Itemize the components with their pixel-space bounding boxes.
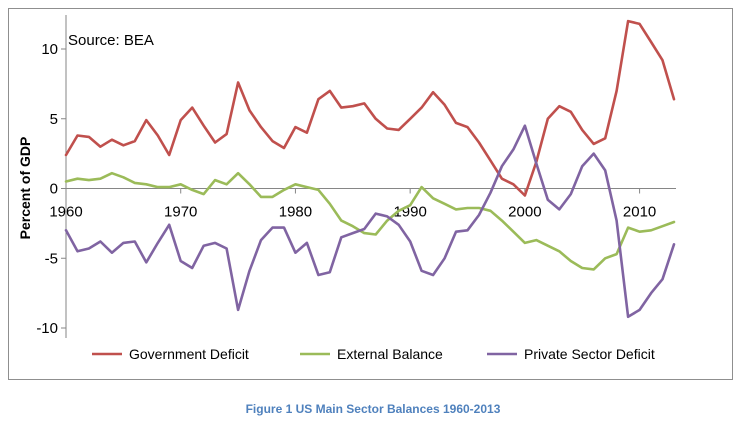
series-layer [64, 19, 676, 319]
figure-caption: Figure 1 US Main Sector Balances 1960-20… [245, 402, 501, 416]
x-tick-label: 1960 [49, 204, 82, 221]
series-line-private-sector-deficit [64, 124, 676, 319]
series-line-government-deficit [64, 19, 676, 197]
source-annotation: Source: BEA [68, 32, 154, 49]
legend-label-private-sector-deficit: Private Sector Deficit [524, 346, 655, 362]
x-tick-label: 1990 [393, 204, 426, 221]
y-tick-label: 0 [50, 181, 58, 198]
y-tick-label: -10 [36, 320, 58, 337]
x-tick-label: 1970 [164, 204, 197, 221]
x-tick-label: 2000 [508, 204, 541, 221]
labels-layer: Source: BEA Percent of GDP [17, 32, 154, 239]
y-axis-title: Percent of GDP [17, 137, 33, 240]
legend-label-external-balance: External Balance [337, 346, 443, 362]
x-tick-label: 2010 [623, 204, 656, 221]
x-tick-label: 1980 [279, 204, 312, 221]
y-tick-label: 10 [41, 41, 58, 58]
legend-label-government-deficit: Government Deficit [129, 346, 249, 362]
y-tick-label: 5 [50, 111, 58, 128]
axes-layer: 10 5 0 -5 -10 1960 1970 1980 1990 2000 2010 [36, 15, 676, 338]
chart-frame [8, 8, 733, 380]
series-line-external-balance [64, 171, 676, 271]
y-tick-label: -5 [45, 250, 58, 267]
legend: Government Deficit External Balance Privat… [92, 346, 655, 362]
